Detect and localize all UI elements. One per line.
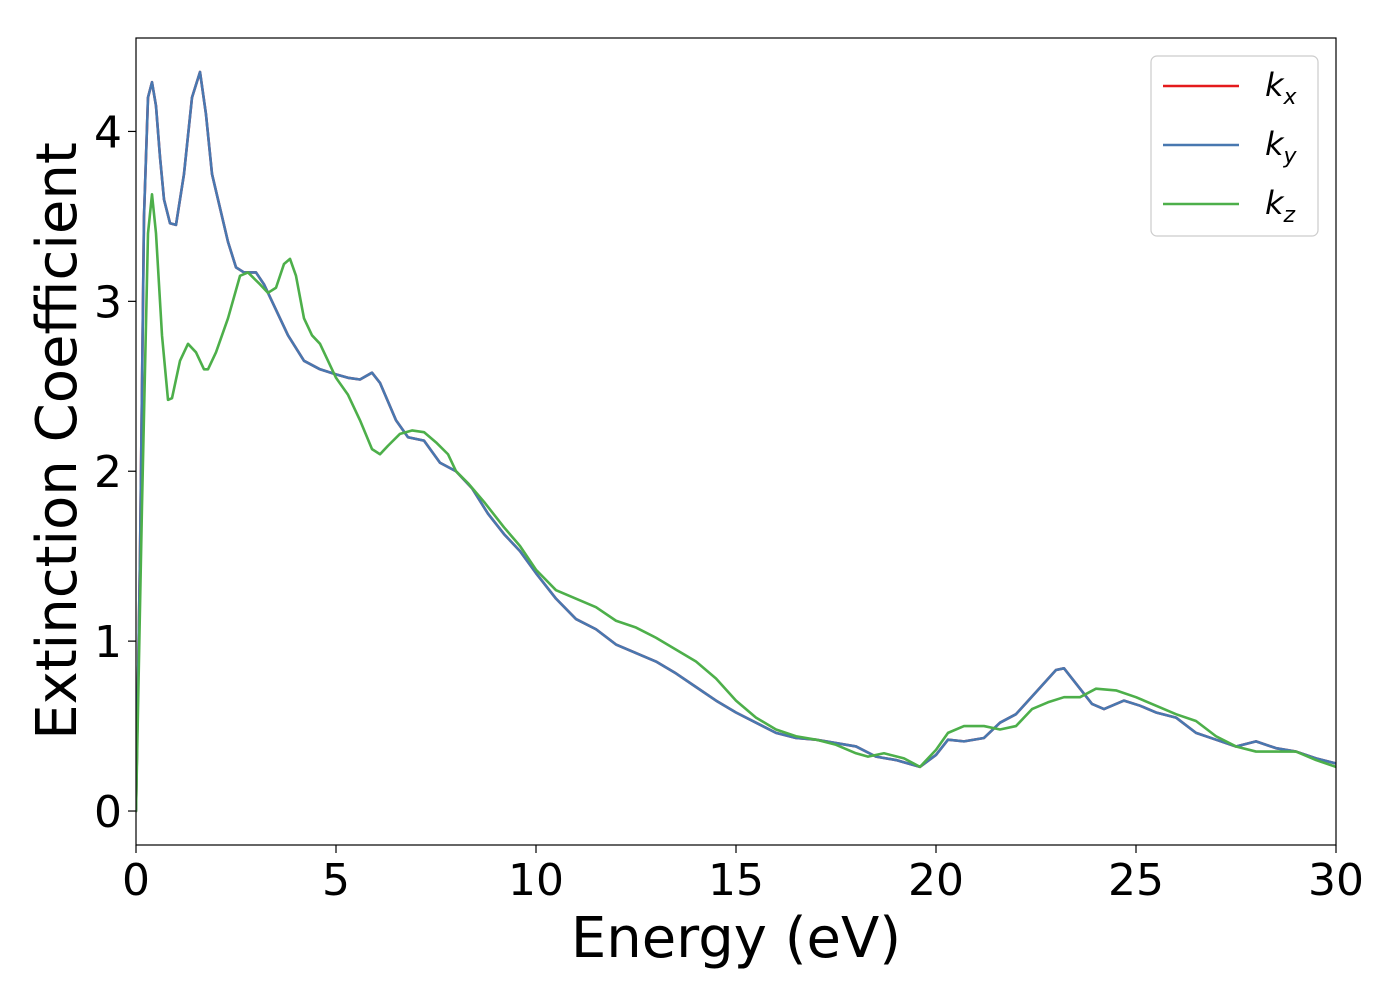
y-tick-label: 0: [94, 787, 122, 838]
legend: kx ky kz: [1150, 55, 1319, 237]
y-tick-label: 2: [94, 447, 122, 498]
legend-label-y: ky: [1265, 125, 1298, 169]
x-tick-label: 30: [1308, 855, 1364, 906]
x-axis-title: Energy (eV): [571, 906, 901, 971]
x-tick-label: 20: [908, 855, 964, 906]
series-line-z: [136, 193, 1336, 813]
y-tick-label: 1: [94, 617, 122, 668]
y-tick-label: 3: [94, 277, 122, 328]
x-tick-label: 10: [508, 855, 564, 906]
series-line-y: [136, 70, 1336, 813]
legend-label-x: kx: [1265, 66, 1298, 110]
x-tick-label: 25: [1108, 855, 1164, 906]
x-tick-label: 15: [708, 855, 764, 906]
legend-label-z: kz: [1265, 184, 1296, 228]
x-tick-label: 5: [322, 855, 350, 906]
y-tick-label: 4: [94, 107, 122, 158]
series-layer: [136, 70, 1336, 813]
y-axis-title: Extinction Coefficient: [25, 142, 90, 740]
ticks-layer: 0 5 10 15 20 25 30 0 1 2 3 4: [94, 107, 1364, 906]
x-tick-label: 0: [122, 855, 150, 906]
